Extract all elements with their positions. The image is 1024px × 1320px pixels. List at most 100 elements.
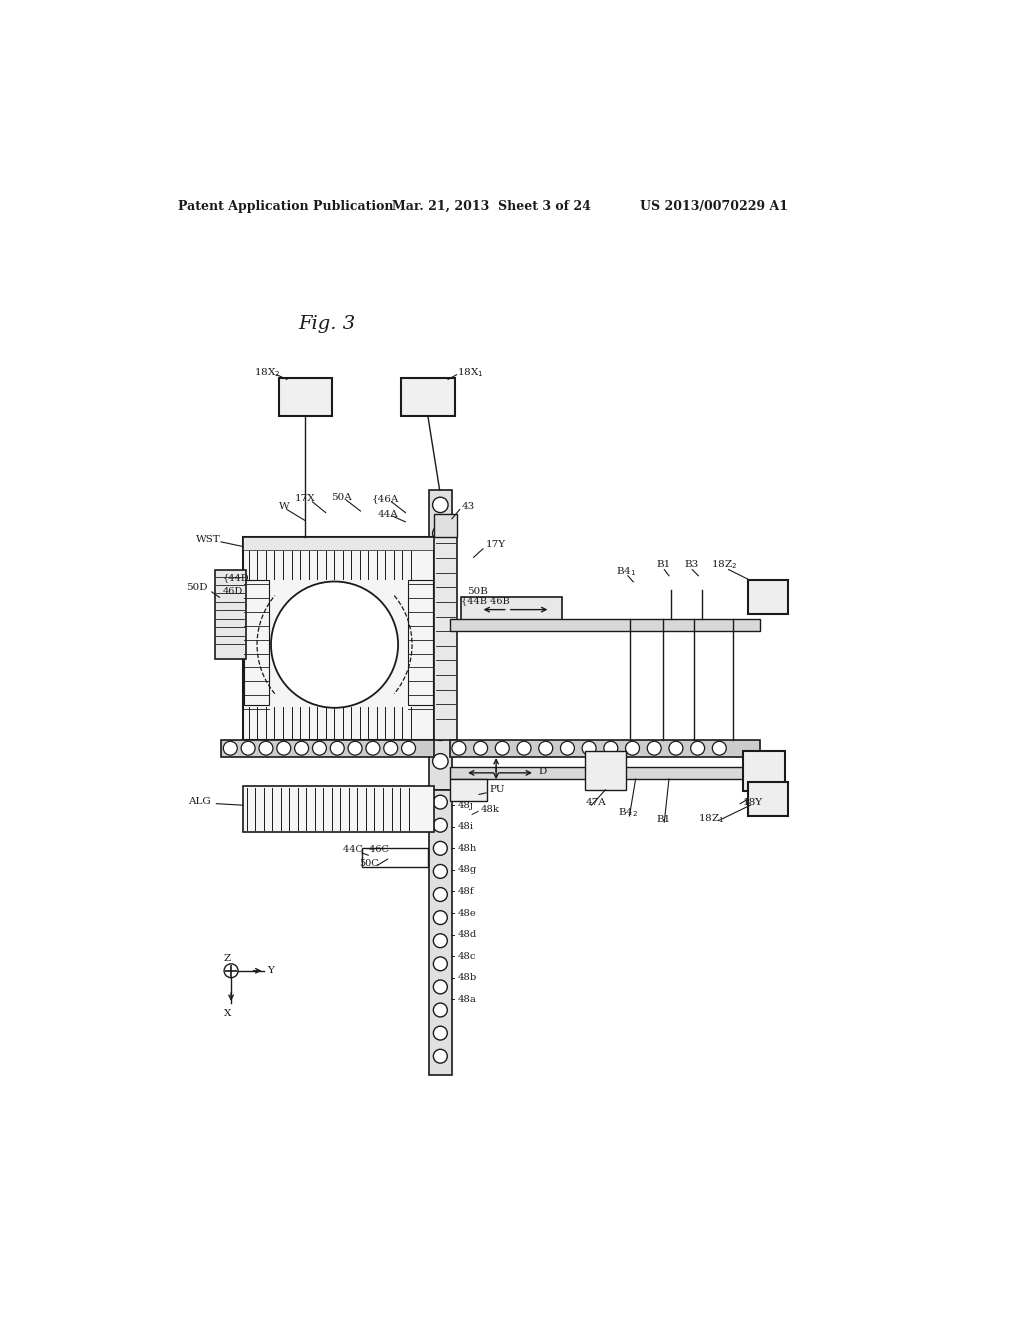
Circle shape xyxy=(690,742,705,755)
Bar xyxy=(400,378,455,416)
Circle shape xyxy=(432,668,449,684)
Circle shape xyxy=(713,742,726,755)
Circle shape xyxy=(432,525,449,541)
Circle shape xyxy=(433,1003,447,1016)
Text: Y: Y xyxy=(266,966,273,975)
Text: 48b: 48b xyxy=(458,973,477,982)
Text: 48c: 48c xyxy=(458,952,476,961)
Bar xyxy=(450,619,760,631)
Text: 17Y: 17Y xyxy=(486,540,506,549)
Text: 47A: 47A xyxy=(586,797,606,807)
Circle shape xyxy=(259,742,273,755)
Text: PU: PU xyxy=(489,785,505,795)
Circle shape xyxy=(348,742,362,755)
Bar xyxy=(748,581,788,614)
Circle shape xyxy=(583,742,596,755)
Text: W: W xyxy=(280,502,290,511)
Text: Patent Application Publication: Patent Application Publication xyxy=(178,199,394,213)
Text: Mar. 21, 2013  Sheet 3 of 24: Mar. 21, 2013 Sheet 3 of 24 xyxy=(391,199,591,213)
Circle shape xyxy=(432,697,449,711)
Circle shape xyxy=(432,554,449,570)
Text: 18Z$_2$: 18Z$_2$ xyxy=(711,558,737,572)
Circle shape xyxy=(626,742,640,755)
Bar xyxy=(429,490,452,789)
Circle shape xyxy=(539,742,553,755)
Circle shape xyxy=(433,979,447,994)
Circle shape xyxy=(312,742,327,755)
Text: X: X xyxy=(224,1008,231,1018)
Circle shape xyxy=(432,611,449,627)
Text: {44D: {44D xyxy=(222,574,249,582)
Circle shape xyxy=(433,911,447,924)
Bar xyxy=(243,537,434,739)
Text: 48i: 48i xyxy=(458,822,474,832)
Text: 50C: 50C xyxy=(359,859,379,869)
Circle shape xyxy=(276,742,291,755)
Text: 17X: 17X xyxy=(295,494,315,503)
Circle shape xyxy=(433,818,447,832)
Circle shape xyxy=(474,742,487,755)
Text: 48f: 48f xyxy=(458,887,475,896)
Bar xyxy=(408,581,432,705)
Text: {46A: {46A xyxy=(372,494,399,503)
Circle shape xyxy=(433,841,447,855)
Bar xyxy=(245,581,269,705)
Text: WST: WST xyxy=(197,535,221,544)
Bar xyxy=(243,537,434,549)
Circle shape xyxy=(433,865,447,878)
Text: 48e: 48e xyxy=(458,908,477,917)
Bar xyxy=(243,785,434,832)
Circle shape xyxy=(223,742,238,755)
Circle shape xyxy=(433,1049,447,1063)
Circle shape xyxy=(560,742,574,755)
Circle shape xyxy=(647,742,662,755)
Bar xyxy=(461,597,562,622)
Text: B4$_1$: B4$_1$ xyxy=(616,565,637,578)
Bar xyxy=(742,751,785,792)
Bar xyxy=(434,515,458,537)
Circle shape xyxy=(432,640,449,655)
Text: 48a: 48a xyxy=(458,995,477,1003)
Bar xyxy=(586,751,626,789)
Bar xyxy=(748,781,788,816)
Text: B3: B3 xyxy=(684,561,698,569)
Text: 44C  46C: 44C 46C xyxy=(343,845,389,854)
Circle shape xyxy=(433,957,447,970)
Circle shape xyxy=(401,742,416,755)
Circle shape xyxy=(433,795,447,809)
Circle shape xyxy=(224,964,238,978)
Text: 48j: 48j xyxy=(458,801,474,809)
Circle shape xyxy=(384,742,397,755)
Text: B4$_2$: B4$_2$ xyxy=(617,807,638,820)
Text: 50B: 50B xyxy=(467,586,488,595)
Bar xyxy=(280,378,332,416)
Text: 48d: 48d xyxy=(458,931,477,939)
Bar xyxy=(221,739,434,756)
Text: 18Z$_1$: 18Z$_1$ xyxy=(698,813,725,825)
Circle shape xyxy=(496,742,509,755)
Circle shape xyxy=(241,742,255,755)
Text: 18X$_1$: 18X$_1$ xyxy=(458,366,484,379)
Text: Z: Z xyxy=(223,954,230,962)
Circle shape xyxy=(366,742,380,755)
Bar xyxy=(434,537,458,739)
Bar xyxy=(450,739,760,756)
Bar xyxy=(215,570,246,659)
Circle shape xyxy=(432,725,449,741)
Bar xyxy=(450,779,486,800)
Circle shape xyxy=(433,887,447,902)
Text: 50D: 50D xyxy=(186,583,208,591)
Text: 48k: 48k xyxy=(480,805,500,813)
Text: 43: 43 xyxy=(461,502,474,511)
Bar xyxy=(429,789,452,1074)
Text: B1: B1 xyxy=(656,561,671,569)
Circle shape xyxy=(669,742,683,755)
Circle shape xyxy=(271,582,398,708)
Circle shape xyxy=(432,582,449,598)
Text: Fig. 3: Fig. 3 xyxy=(299,315,355,333)
Circle shape xyxy=(432,754,449,770)
Text: US 2013/0070229 A1: US 2013/0070229 A1 xyxy=(640,199,787,213)
Circle shape xyxy=(331,742,344,755)
Text: ALG: ALG xyxy=(188,797,211,805)
Text: D: D xyxy=(539,767,547,776)
